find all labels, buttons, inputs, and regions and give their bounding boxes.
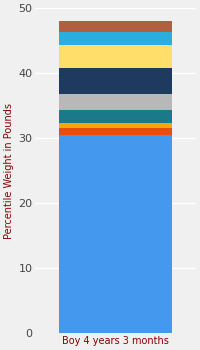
Bar (59, 110, 172, 123)
Bar (59, 123, 172, 128)
Bar (59, 32, 172, 45)
Bar (59, 45, 172, 68)
Bar (59, 68, 172, 94)
Bar (59, 94, 172, 110)
Bar (59, 128, 172, 135)
Y-axis label: Percentile Weight in Pounds: Percentile Weight in Pounds (4, 103, 14, 239)
Bar (59, 135, 172, 333)
Bar (59, 21, 172, 32)
